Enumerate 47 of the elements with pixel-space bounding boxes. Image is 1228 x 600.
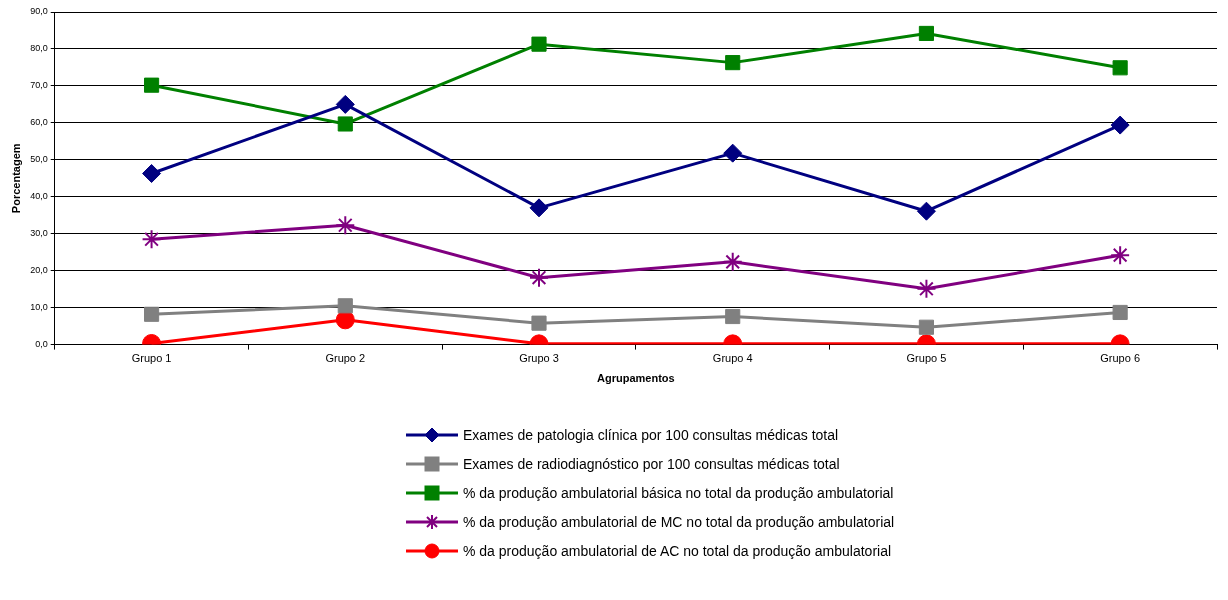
point xyxy=(1110,115,1130,135)
point xyxy=(142,164,162,183)
point xyxy=(335,215,356,236)
point xyxy=(144,77,160,93)
y-tick-label: 80,0 xyxy=(30,43,48,54)
x-tick-label: Grupo 1 xyxy=(131,352,172,365)
point xyxy=(918,25,934,42)
y-tick-label: 20,0 xyxy=(30,265,48,276)
point xyxy=(725,55,741,71)
y-tick-label: 60,0 xyxy=(30,117,48,128)
point xyxy=(335,94,355,114)
point xyxy=(529,198,549,218)
point xyxy=(1110,245,1131,266)
point xyxy=(918,319,934,335)
legend-label: % da produção ambulatorial básica no total da produção ambulatorial xyxy=(463,484,894,501)
point xyxy=(531,315,547,331)
x-tick-label: Grupo 2 xyxy=(325,352,366,365)
point xyxy=(1112,304,1128,321)
point xyxy=(144,306,160,322)
legend-label: % da produção ambulatorial de AC no total da produção ambulatorial xyxy=(463,542,892,559)
y-tick-label: 90,0 xyxy=(30,6,48,17)
point xyxy=(141,229,162,250)
x-tick-label: Grupo 5 xyxy=(906,352,947,365)
point xyxy=(916,201,936,221)
y-tick-label: 10,0 xyxy=(30,302,48,313)
y-tick-label: 50,0 xyxy=(30,154,48,165)
x-axis-title: Agrupamentos xyxy=(597,372,675,385)
y-tick-label: 30,0 xyxy=(30,228,48,239)
legend-label: Exames de radiodiagnóstico por 100 consultas médicas total xyxy=(463,455,840,472)
point xyxy=(531,36,547,52)
x-tick-label: Grupo 4 xyxy=(712,352,753,365)
point xyxy=(916,278,937,299)
x-tick-label: Grupo 6 xyxy=(1100,352,1141,365)
point xyxy=(337,298,353,314)
legend-label: Exames de patologia clínica por 100 consultas médicas total xyxy=(463,426,839,443)
y-tick-label: 40,0 xyxy=(30,191,48,202)
y-tick-label: 0,0 xyxy=(35,339,48,350)
legend-label: % da produção ambulatorial de MC no total da produção ambulatorial xyxy=(463,513,895,530)
point xyxy=(725,308,741,325)
x-tick-label: Grupo 3 xyxy=(519,352,559,365)
point xyxy=(723,143,743,163)
y-axis-title: Porcentagem xyxy=(9,143,22,214)
point xyxy=(1112,60,1128,76)
point xyxy=(337,116,353,132)
point xyxy=(722,251,743,272)
point xyxy=(529,267,549,288)
y-tick-label: 70,0 xyxy=(30,80,48,91)
